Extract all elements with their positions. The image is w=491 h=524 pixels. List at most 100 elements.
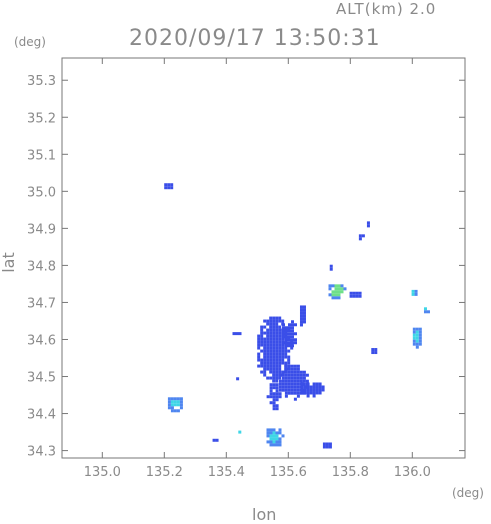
echo-pixel bbox=[296, 364, 300, 368]
echo-pixel bbox=[275, 440, 279, 444]
radar-echo bbox=[299, 305, 306, 327]
echo-pixel bbox=[257, 352, 261, 356]
echo-pixel bbox=[263, 373, 267, 377]
echo-pixel bbox=[285, 344, 288, 348]
tick-layer: 135.0 135.2 135.4 135.6 135.8 136.0 34.3 34.4 34… bbox=[27, 58, 465, 480]
echo-pixel bbox=[275, 431, 279, 435]
echo-pixel bbox=[291, 326, 294, 330]
echo-pixel bbox=[269, 319, 273, 323]
echo-pixel bbox=[426, 310, 430, 314]
echo-pixel bbox=[272, 325, 276, 329]
echo-pixel bbox=[266, 334, 270, 338]
echo-pixel bbox=[293, 382, 297, 386]
echo-pixel bbox=[291, 329, 294, 333]
echo-pixel bbox=[269, 340, 273, 344]
echo-pixel bbox=[309, 388, 313, 392]
echo-pixel bbox=[329, 267, 333, 271]
echo-pixel bbox=[278, 385, 282, 389]
echo-pixel bbox=[284, 364, 288, 368]
echo-pixel bbox=[266, 343, 270, 347]
echo-pixel bbox=[281, 355, 285, 359]
echo-pixel bbox=[260, 334, 264, 338]
echo-pixel bbox=[328, 293, 332, 297]
echo-pixel bbox=[299, 314, 303, 318]
echo-pixel bbox=[263, 337, 267, 341]
echo-pixel bbox=[349, 294, 353, 298]
echo-pixel bbox=[269, 352, 273, 356]
echo-pixel bbox=[282, 326, 285, 330]
echo-pixel bbox=[275, 373, 279, 377]
echo-pixel bbox=[328, 445, 332, 449]
echo-pixel bbox=[285, 329, 288, 333]
radar-echo bbox=[328, 284, 347, 300]
echo-pixel bbox=[293, 385, 297, 389]
echo-pixel bbox=[284, 394, 288, 398]
echo-pixel bbox=[263, 346, 267, 350]
echo-pixel bbox=[296, 391, 300, 395]
echo-pixel bbox=[278, 388, 282, 392]
echo-pixel bbox=[266, 428, 270, 432]
echo-pixel bbox=[340, 287, 344, 291]
echo-pixel bbox=[293, 370, 297, 374]
echo-pixel bbox=[272, 443, 276, 447]
echo-pixel bbox=[302, 370, 306, 374]
echo-pixel bbox=[290, 388, 294, 392]
echo-pixel bbox=[275, 389, 279, 393]
echo-pixel bbox=[278, 364, 282, 368]
echo-pixel bbox=[266, 364, 270, 368]
echo-pixel bbox=[303, 391, 307, 395]
x-unit-label: (deg) bbox=[452, 486, 484, 500]
echo-pixel bbox=[371, 351, 375, 355]
echo-pixel bbox=[170, 397, 174, 401]
radar-echo bbox=[423, 307, 430, 314]
echo-pixel bbox=[269, 358, 273, 362]
echo-pixel bbox=[284, 349, 288, 353]
echo-pixel bbox=[340, 290, 344, 294]
echo-pixel bbox=[328, 287, 332, 291]
echo-pixel bbox=[278, 349, 282, 353]
echo-pixel bbox=[173, 403, 177, 407]
y-tick-label: 35.0 bbox=[27, 185, 56, 200]
echo-pixel bbox=[296, 388, 300, 392]
echo-pixel bbox=[179, 403, 183, 407]
echo-pixel bbox=[285, 341, 288, 345]
echo-pixel bbox=[275, 392, 279, 396]
echo-pixel bbox=[179, 400, 183, 404]
echo-pixel bbox=[287, 361, 291, 365]
echo-pixel bbox=[290, 346, 294, 350]
echo-pixel bbox=[170, 183, 174, 187]
echo-pixel bbox=[296, 376, 300, 380]
echo-pixel bbox=[415, 342, 419, 346]
radar-echo bbox=[236, 377, 240, 381]
echo-pixel bbox=[275, 398, 279, 402]
x-tick-label: 135.4 bbox=[208, 465, 245, 480]
echo-pixel bbox=[412, 342, 416, 346]
echo-pixel bbox=[266, 322, 270, 326]
echo-pixel bbox=[164, 186, 168, 190]
echo-pixel bbox=[275, 364, 279, 368]
echo-pixel bbox=[260, 340, 264, 344]
radar-echo bbox=[266, 428, 285, 447]
echo-pixel bbox=[291, 323, 294, 327]
echo-pixel bbox=[238, 430, 242, 434]
echo-pixel bbox=[281, 434, 285, 438]
echo-pixel bbox=[281, 382, 285, 386]
echo-pixel bbox=[272, 358, 276, 362]
echo-pixel bbox=[272, 340, 276, 344]
echo-pixel bbox=[287, 373, 291, 377]
echo-pixel bbox=[275, 367, 279, 371]
echo-pixel bbox=[266, 358, 270, 362]
echo-pixel bbox=[260, 361, 264, 365]
echo-pixel bbox=[278, 331, 282, 335]
echo-pixel bbox=[266, 431, 270, 435]
echo-pixel bbox=[284, 346, 288, 350]
echo-pixel bbox=[299, 373, 303, 377]
echo-pixel bbox=[337, 290, 341, 294]
echo-pixel bbox=[275, 328, 279, 332]
echo-pixel bbox=[269, 440, 273, 444]
echo-pixel bbox=[266, 367, 270, 371]
echo-pixel bbox=[260, 325, 264, 329]
echo-pixel bbox=[293, 388, 297, 392]
echo-pixel bbox=[412, 333, 416, 337]
echo-pixel bbox=[272, 331, 276, 335]
